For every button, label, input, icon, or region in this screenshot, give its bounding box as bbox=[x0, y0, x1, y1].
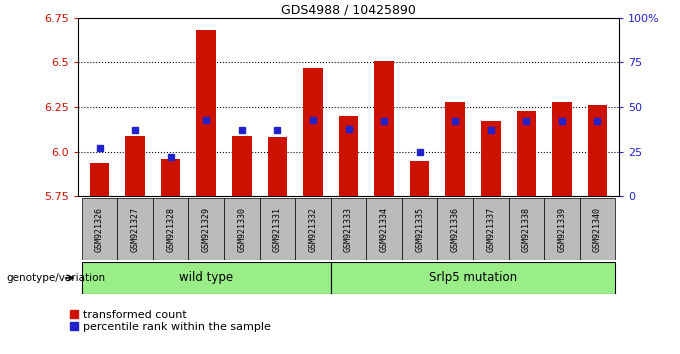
Text: GSM921339: GSM921339 bbox=[558, 207, 566, 252]
Text: GSM921332: GSM921332 bbox=[309, 207, 318, 252]
Text: GSM921334: GSM921334 bbox=[379, 207, 388, 252]
Text: GSM921337: GSM921337 bbox=[486, 207, 495, 252]
Bar bbox=[473, 198, 509, 260]
Bar bbox=[295, 198, 330, 260]
Bar bbox=[330, 198, 367, 260]
Bar bbox=[118, 198, 153, 260]
Text: GSM921327: GSM921327 bbox=[131, 207, 139, 252]
Bar bbox=[402, 198, 437, 260]
Bar bbox=[82, 262, 330, 294]
Bar bbox=[188, 198, 224, 260]
Bar bbox=[588, 105, 607, 196]
Bar bbox=[552, 102, 572, 196]
Bar bbox=[544, 198, 579, 260]
Bar bbox=[125, 136, 145, 196]
Bar bbox=[374, 61, 394, 196]
Bar bbox=[579, 198, 615, 260]
Title: GDS4988 / 10425890: GDS4988 / 10425890 bbox=[281, 4, 416, 17]
Text: GSM921326: GSM921326 bbox=[95, 207, 104, 252]
Text: GSM921328: GSM921328 bbox=[166, 207, 175, 252]
Bar bbox=[509, 198, 544, 260]
Text: GSM921333: GSM921333 bbox=[344, 207, 353, 252]
Bar bbox=[153, 198, 188, 260]
Bar bbox=[90, 162, 109, 196]
Bar bbox=[367, 198, 402, 260]
Text: Srlp5 mutation: Srlp5 mutation bbox=[429, 272, 517, 284]
Text: GSM921330: GSM921330 bbox=[237, 207, 246, 252]
Bar bbox=[268, 137, 287, 196]
Bar bbox=[303, 68, 323, 196]
Text: GSM921335: GSM921335 bbox=[415, 207, 424, 252]
Text: GSM921336: GSM921336 bbox=[451, 207, 460, 252]
Text: wild type: wild type bbox=[179, 272, 233, 284]
Bar bbox=[330, 262, 615, 294]
Bar bbox=[410, 161, 429, 196]
Text: genotype/variation: genotype/variation bbox=[7, 273, 106, 283]
Bar bbox=[445, 102, 465, 196]
Text: GSM921340: GSM921340 bbox=[593, 207, 602, 252]
Bar bbox=[517, 111, 536, 196]
Bar bbox=[339, 116, 358, 196]
Bar bbox=[224, 198, 260, 260]
Text: GSM921329: GSM921329 bbox=[202, 207, 211, 252]
Text: GSM921331: GSM921331 bbox=[273, 207, 282, 252]
Bar bbox=[232, 136, 252, 196]
Bar bbox=[481, 121, 500, 196]
Text: GSM921338: GSM921338 bbox=[522, 207, 531, 252]
Bar bbox=[161, 159, 180, 196]
Legend: transformed count, percentile rank within the sample: transformed count, percentile rank withi… bbox=[70, 310, 271, 332]
Bar bbox=[260, 198, 295, 260]
Bar bbox=[82, 198, 118, 260]
Bar bbox=[437, 198, 473, 260]
Bar bbox=[197, 30, 216, 196]
